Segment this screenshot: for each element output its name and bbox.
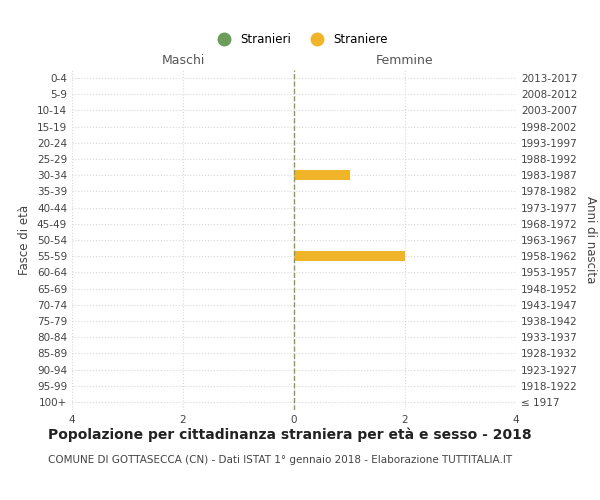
Legend: Stranieri, Straniere: Stranieri, Straniere xyxy=(207,28,393,51)
Text: Femmine: Femmine xyxy=(376,54,434,67)
Y-axis label: Fasce di età: Fasce di età xyxy=(19,205,31,275)
Bar xyxy=(294,170,350,180)
Text: Popolazione per cittadinanza straniera per età e sesso - 2018: Popolazione per cittadinanza straniera p… xyxy=(48,428,532,442)
Y-axis label: Anni di nascita: Anni di nascita xyxy=(584,196,597,284)
Bar xyxy=(294,251,405,262)
Text: Maschi: Maschi xyxy=(161,54,205,67)
Text: COMUNE DI GOTTASECCA (CN) - Dati ISTAT 1° gennaio 2018 - Elaborazione TUTTITALIA: COMUNE DI GOTTASECCA (CN) - Dati ISTAT 1… xyxy=(48,455,512,465)
